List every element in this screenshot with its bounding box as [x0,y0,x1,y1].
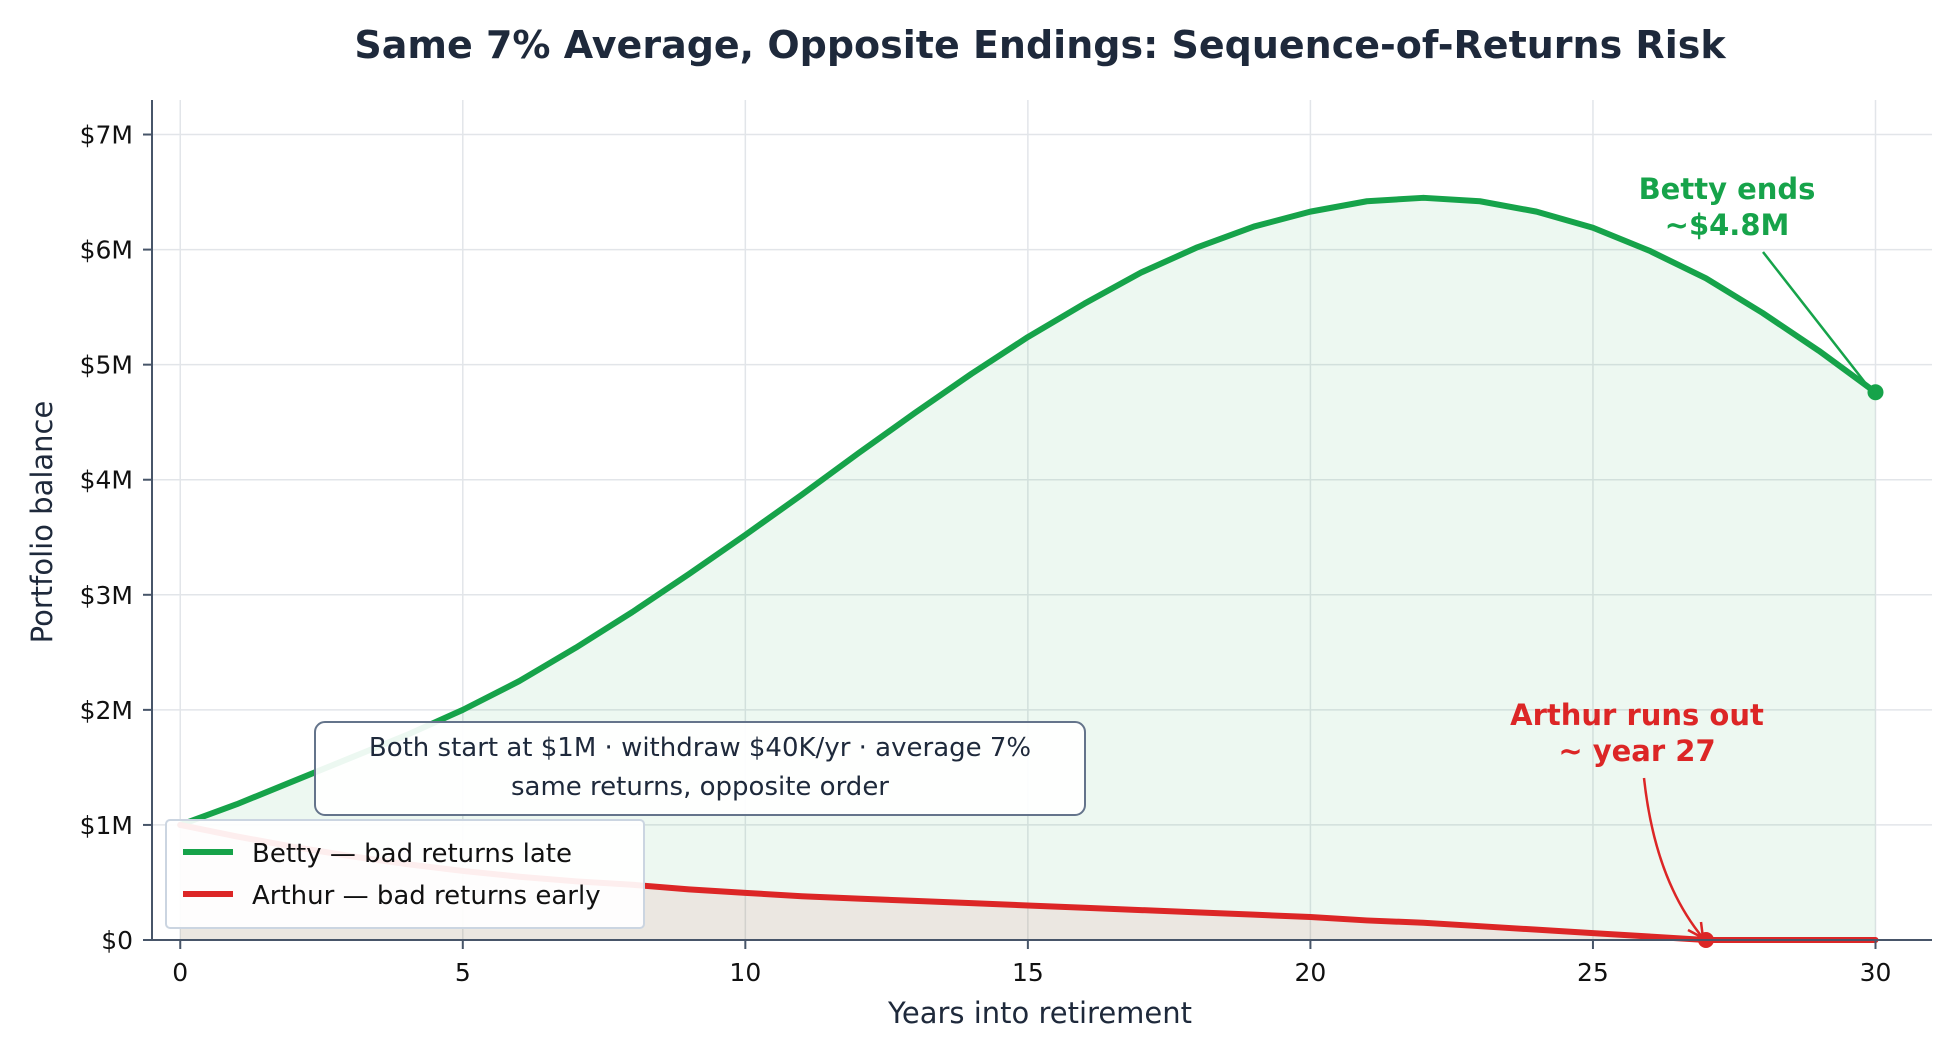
arthur-annotation-arrow [1642,777,1704,939]
series-line-betty [177,194,1879,828]
y-tick-label: $7M [80,121,133,150]
x-tick-label: 25 [1577,958,1609,987]
y-tick-label: $0 [101,926,133,955]
arthur-annotation-line1: Arthur runs out [1510,698,1764,732]
x-tick-label: 10 [729,958,761,987]
y-tick-label: $5M [80,351,133,380]
y-tick-label: $4M [80,466,133,495]
betty-annotation-arrow [1762,251,1875,395]
betty-endpoint-marker [1867,384,1884,401]
betty-annotation-line1: Betty ends [1639,172,1816,206]
y-tick-label: $1M [80,811,133,840]
x-tick-label: 0 [172,958,188,987]
legend-frame [165,819,645,929]
axes [151,100,1932,941]
x-tick-label: 5 [455,958,471,987]
x-axis-label: Years into retirement [887,996,1192,1030]
legend-label-betty: Betty — bad returns late [252,839,572,869]
x-tick-label: 15 [1012,958,1044,987]
legend-label-arthur: Arthur — bad returns early [252,881,601,911]
info-box-frame [314,721,1086,816]
y-tick-label: $2M [80,696,133,725]
arthur-arrow-head [1687,921,1705,940]
info-box: Both start at $1M · withdraw $40K/yr · a… [314,721,1086,816]
annotations: Betty ends ~$4.8M Arthur runs out ~ year… [1510,172,1875,940]
chart-title: Same 7% Average, Opposite Endings: Seque… [354,23,1726,67]
x-tick-label: 30 [1860,958,1892,987]
y-tick-label: $6M [80,236,133,265]
legend: Betty — bad returns late Arthur — bad re… [165,819,645,929]
y-tick-label: $3M [80,581,133,610]
betty-annotation-line2: ~$4.8M [1665,208,1790,242]
y-axis-label: Portfolio balance [25,401,59,644]
info-box-line2: same returns, opposite order [511,772,889,802]
arthur-annotation-line2: ~ year 27 [1558,734,1715,768]
grid [152,100,1932,941]
x-tick-label: 20 [1295,958,1327,987]
info-box-line1: Both start at $1M · withdraw $40K/yr · a… [369,733,1031,763]
tick-labels: 0 5 10 15 20 25 30 $0 $1M $2M $3M $4M $5M $6M $7M [80,121,1892,987]
